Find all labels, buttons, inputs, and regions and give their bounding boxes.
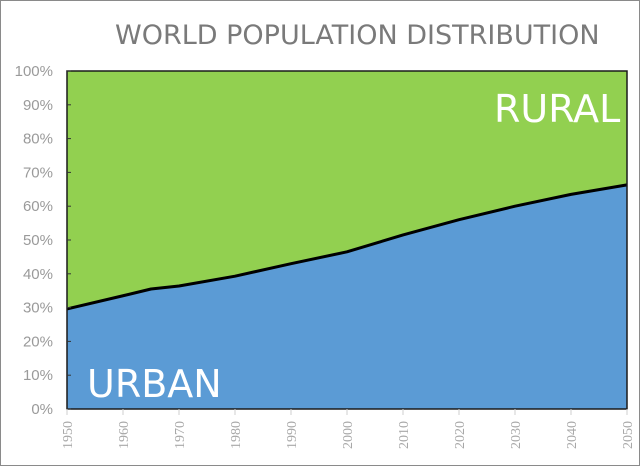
y-tick-label: 40% bbox=[23, 266, 53, 283]
urban-area-label: URBAN bbox=[87, 362, 222, 406]
chart-title: WORLD POPULATION DISTRIBUTION bbox=[115, 20, 600, 51]
x-tick-label: 2050 bbox=[621, 421, 636, 449]
y-tick-label: 10% bbox=[23, 367, 53, 384]
y-tick-label: 30% bbox=[23, 300, 53, 317]
x-tick-label: 2010 bbox=[397, 421, 412, 449]
x-tick-label: 1960 bbox=[117, 421, 132, 449]
y-tick-label: 60% bbox=[23, 198, 53, 215]
y-tick-label: 50% bbox=[23, 232, 53, 249]
x-tick-label: 1950 bbox=[61, 421, 76, 449]
boundary-line bbox=[66, 183, 628, 311]
rural-area-label: RURAL bbox=[494, 87, 620, 131]
x-tick-label: 1970 bbox=[173, 421, 188, 449]
y-axis: 0% 10% 20% 30% 40% 50% 60% 70% 80% 90% 100% bbox=[15, 63, 71, 418]
x-tick-label: 1980 bbox=[229, 421, 244, 449]
y-tick-label: 90% bbox=[23, 97, 53, 114]
y-tick-label: 70% bbox=[23, 164, 53, 181]
x-axis: 1950 1960 1970 1980 1990 2000 2010 2020 2030 2040… bbox=[61, 409, 636, 449]
x-tick-label: 2040 bbox=[565, 421, 580, 449]
y-tick-label: 0% bbox=[31, 401, 53, 418]
y-tick-label: 80% bbox=[23, 131, 53, 148]
x-tick-label: 2020 bbox=[453, 421, 468, 449]
x-tick-label: 2030 bbox=[509, 421, 524, 449]
y-tick-label: 100% bbox=[15, 63, 53, 80]
y-tick-label: 20% bbox=[23, 333, 53, 350]
x-tick-label: 1990 bbox=[285, 421, 300, 449]
urban-area bbox=[67, 184, 627, 409]
rural-area bbox=[67, 71, 627, 309]
x-tick-label: 2000 bbox=[341, 421, 356, 449]
